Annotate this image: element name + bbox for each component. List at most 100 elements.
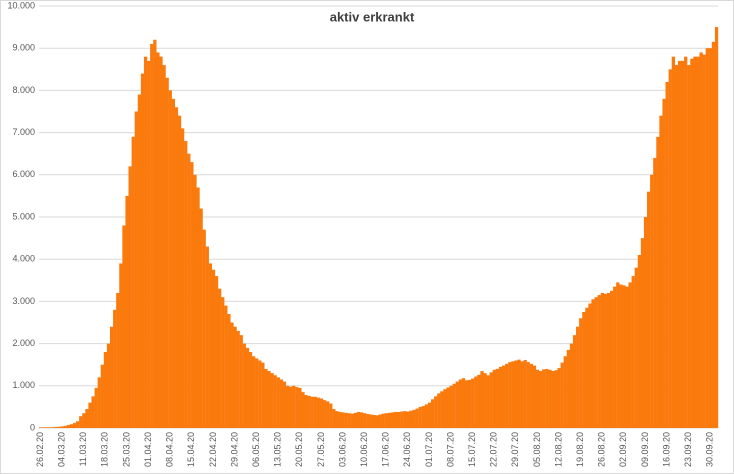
x-tick-label: 22.04.20 [208, 432, 218, 467]
bar [384, 413, 388, 428]
bar [714, 27, 719, 428]
bar [603, 293, 608, 428]
bar [116, 292, 120, 428]
bar [72, 422, 77, 428]
bar [230, 322, 234, 428]
bar [616, 282, 620, 428]
bar [344, 412, 348, 428]
bar [653, 157, 657, 429]
bar [97, 377, 101, 428]
y-tick-label: 9.000 [12, 43, 35, 53]
bar [137, 94, 142, 429]
bar [474, 376, 478, 428]
bar [85, 409, 89, 428]
bar [242, 343, 246, 428]
y-tick-label: 10.000 [7, 0, 35, 10]
bar [489, 372, 493, 428]
bar [180, 128, 185, 428]
bar [211, 269, 216, 428]
bar [461, 378, 466, 428]
bar [202, 229, 206, 428]
bar [397, 411, 401, 428]
bar [224, 305, 228, 428]
bar [378, 414, 382, 428]
y-tick-label: 4.000 [12, 254, 35, 264]
bar [600, 292, 605, 428]
bar [613, 286, 617, 428]
bar [514, 360, 518, 428]
bar [677, 60, 682, 429]
bar [66, 425, 71, 428]
bar [693, 56, 697, 428]
x-tick-label: 11.03.20 [78, 432, 88, 466]
bar [400, 411, 404, 428]
bar [168, 90, 172, 429]
bar [424, 404, 429, 428]
y-tick-label: 3.000 [12, 296, 35, 306]
bar [341, 412, 345, 428]
y-tick-label: 7.000 [12, 127, 35, 137]
bar [239, 335, 243, 428]
bar [508, 362, 512, 428]
bar [480, 371, 484, 428]
bar [233, 326, 237, 428]
x-tick-label: 23.09.20 [683, 432, 693, 467]
bar [313, 396, 317, 428]
bar [662, 98, 666, 428]
bar [535, 369, 540, 428]
bar [301, 392, 305, 428]
bar [140, 73, 145, 429]
bar [437, 393, 441, 428]
bar [113, 309, 117, 428]
bar [511, 361, 515, 428]
x-tick-label: 02.09.20 [618, 432, 628, 467]
bar [363, 413, 367, 428]
x-tick-label: 05.08.20 [532, 432, 542, 467]
bar [492, 369, 496, 428]
bar [640, 238, 645, 428]
bar [143, 56, 148, 428]
bar [264, 368, 268, 428]
bar [557, 368, 561, 428]
bar [495, 368, 500, 428]
bar [91, 396, 95, 428]
bar [125, 195, 129, 428]
bar [221, 297, 225, 428]
bar [292, 385, 296, 428]
bar [48, 427, 52, 428]
bar [369, 414, 373, 428]
bar [572, 335, 577, 428]
bar [270, 373, 274, 428]
bar [304, 395, 308, 428]
bar [477, 374, 481, 428]
x-tick-label: 26.08.20 [597, 432, 607, 467]
bar [569, 343, 574, 428]
bar [418, 406, 422, 428]
x-tick-label: 16.09.20 [661, 432, 671, 467]
bar [421, 406, 425, 428]
bar [597, 295, 601, 428]
bar [637, 254, 642, 428]
bar [387, 412, 392, 428]
bar [702, 54, 706, 428]
bar [538, 371, 543, 428]
x-tick-label: 08.07.20 [445, 432, 455, 467]
bar [415, 408, 419, 428]
bar [159, 56, 163, 428]
bar [248, 352, 253, 428]
bar [57, 426, 61, 428]
bar [171, 98, 175, 428]
bar [403, 411, 407, 428]
bar [218, 288, 222, 428]
bar [94, 387, 98, 428]
x-tick-label: 29.04.20 [229, 432, 239, 467]
bar [668, 69, 672, 429]
x-tick-label: 15.04.20 [186, 432, 196, 467]
bar [563, 356, 567, 428]
bar [100, 364, 105, 428]
x-tick-label: 13.05.20 [273, 432, 283, 467]
bar [106, 343, 111, 428]
x-tick-label: 24.06.20 [402, 432, 412, 467]
x-tick-label: 15.07.20 [467, 432, 477, 467]
bar [282, 381, 287, 428]
